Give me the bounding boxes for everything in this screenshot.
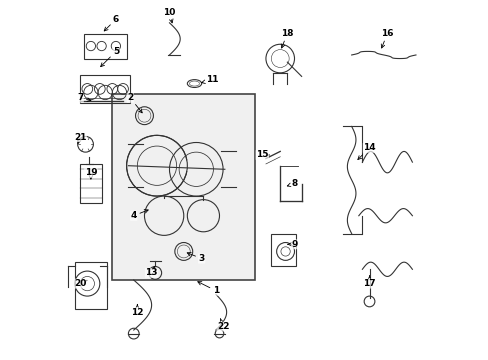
Text: 19: 19	[84, 168, 97, 179]
Text: 21: 21	[74, 132, 86, 143]
Text: 17: 17	[363, 276, 375, 288]
Text: 16: 16	[380, 29, 393, 48]
Text: 11: 11	[201, 76, 218, 85]
Text: 9: 9	[287, 240, 297, 249]
Text: 8: 8	[287, 179, 297, 188]
Bar	[83, 33, 126, 59]
Bar	[80, 164, 102, 203]
Text: 15: 15	[256, 150, 268, 159]
Text: 12: 12	[131, 305, 143, 317]
Text: 2: 2	[127, 93, 142, 113]
Text: 18: 18	[281, 29, 293, 48]
Text: 1: 1	[198, 282, 219, 295]
Text: 13: 13	[145, 266, 158, 277]
Text: 22: 22	[216, 319, 229, 331]
Text: 4: 4	[130, 210, 148, 220]
Text: 6: 6	[104, 15, 119, 31]
Bar	[271, 234, 296, 266]
Text: 20: 20	[74, 279, 87, 288]
Text: 5: 5	[101, 47, 119, 67]
Text: 3: 3	[187, 252, 204, 263]
Text: 14: 14	[357, 143, 375, 159]
FancyBboxPatch shape	[112, 94, 255, 280]
Bar	[80, 75, 130, 103]
Text: 10: 10	[163, 8, 175, 23]
Text: 7: 7	[77, 93, 91, 102]
Bar	[75, 262, 107, 309]
